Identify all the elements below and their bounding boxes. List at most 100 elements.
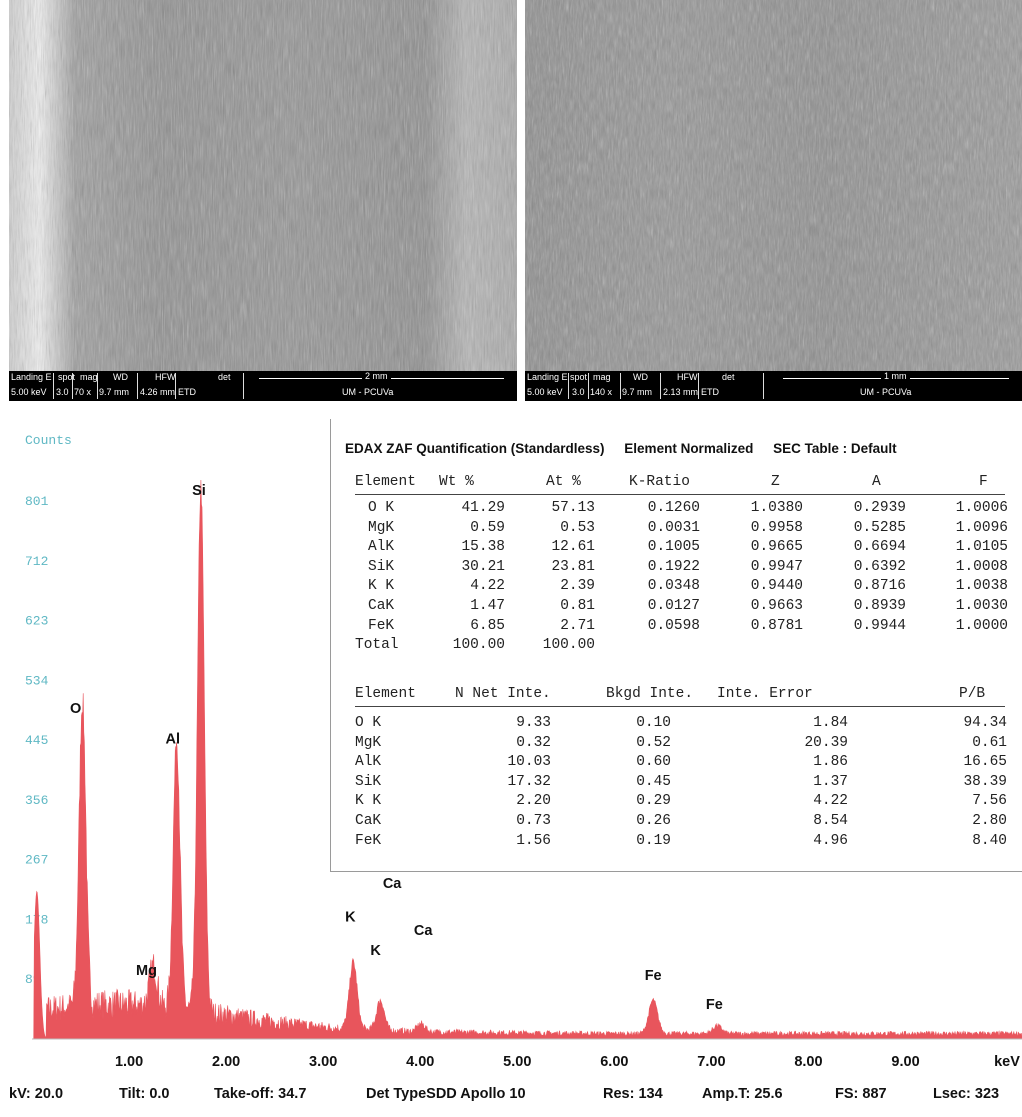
table2-header: Element	[355, 686, 416, 702]
table2-cell: 0.10	[636, 715, 671, 731]
table1-cell: 0.8716	[853, 578, 906, 595]
table1-cell: 1.0038	[955, 578, 1008, 595]
peak-label-si: Si	[192, 483, 206, 499]
table1-cell: 0.1260	[647, 500, 700, 516]
table2-cell: 8.54	[813, 813, 848, 829]
acquisition-footer: kV: 20.0 Tilt: 0.0 Take-off: 34.7 Det TypeS…	[9, 1080, 1022, 1110]
table2-cell: 94.34	[963, 715, 1007, 731]
table2-cell: 1.37	[813, 773, 848, 790]
info-value: 70 x	[74, 387, 92, 397]
table1-cell: 0.9944	[853, 617, 906, 634]
peak-label-k: K	[345, 909, 356, 925]
sem-info-bar-right: Landing E spot mag WD HFW det 5.00 keV 3…	[525, 371, 1022, 401]
table1-header: Element	[355, 474, 416, 490]
table1-cell: 0.1005	[647, 539, 700, 556]
table2-cell: 8.40	[972, 832, 1007, 849]
table1-cell: 1.0006	[955, 500, 1008, 516]
sem-texture-right	[525, 0, 1022, 371]
quant-title-normalized: Element Normalized	[624, 441, 754, 456]
table1-header: Z	[771, 474, 780, 490]
peak-label-mg: Mg	[136, 963, 157, 979]
table1-cell: 0.0127	[647, 598, 700, 614]
peak-label-fe: Fe	[645, 968, 662, 984]
table1-total-cell: 100.00	[542, 637, 595, 654]
table1-header: At %	[546, 474, 581, 490]
table2-cell: 0.61	[972, 734, 1007, 751]
table2-element: K K	[355, 793, 382, 810]
table1-cell: 0.53	[560, 519, 595, 536]
peak-label-ca: Ca	[383, 876, 402, 892]
table2-cell: 1.56	[516, 832, 551, 849]
table1-cell: 0.5285	[853, 519, 906, 536]
table1-header-rule	[355, 494, 1005, 495]
info-value: 5.00 keV	[527, 387, 563, 397]
table2-element: AlK	[355, 754, 382, 771]
table2-cell: 17.32	[507, 773, 551, 790]
sem-info-bar-left: Landing E spot mag WD HFW det 5.00 keV 3…	[9, 371, 517, 401]
table1-cell: 0.0598	[647, 617, 700, 634]
info-label: det	[722, 372, 735, 382]
table1-element: FeK	[368, 617, 395, 634]
info-label: mag	[593, 372, 611, 382]
info-value: ETD	[178, 387, 196, 397]
table1-element: K K	[368, 578, 395, 595]
table2-cell: 0.19	[636, 832, 671, 849]
table1-element: O K	[368, 500, 395, 516]
sem-image-left: Landing E spot mag WD HFW det 5.00 keV 3…	[9, 0, 517, 401]
peak-label-ca: Ca	[414, 923, 433, 939]
table1-cell: 57.13	[551, 500, 595, 516]
table1-element: AlK	[368, 539, 395, 556]
table1-cell: 1.0008	[955, 558, 1008, 575]
table1-element: MgK	[368, 519, 395, 536]
eds-panel: Counts891782673564455346237128011.002.00…	[9, 411, 1022, 1117]
info-value: 9.7 mm	[99, 387, 130, 397]
table1-cell: 1.0380	[750, 500, 803, 516]
table1-cell: 0.59	[470, 519, 505, 536]
peak-label-k: K	[370, 943, 381, 959]
footer-param: Take-off: 34.7	[214, 1086, 307, 1102]
table1-cell: 0.9958	[750, 519, 803, 536]
footer-param: Det TypeSDD Apollo 10	[366, 1086, 526, 1102]
table1-cell: 0.9663	[750, 598, 803, 614]
y-tick-label: 712	[25, 554, 48, 569]
table1-cell: 0.8939	[853, 598, 906, 614]
quant-title: EDAX ZAF Quantification (Standardless) E…	[345, 441, 913, 456]
table1-cell: 41.29	[461, 500, 505, 516]
footer-param: Res: 134	[603, 1086, 663, 1102]
scale-label: 1 mm	[881, 371, 910, 381]
x-tick-label: 2.00	[212, 1054, 240, 1070]
table2-header-rule	[355, 706, 1005, 707]
info-value: 140 x	[590, 387, 613, 397]
info-label: HFW	[677, 372, 698, 382]
info-label: det	[218, 372, 231, 382]
table2-cell: 9.33	[516, 715, 551, 731]
table2-cell: 0.73	[516, 813, 551, 829]
table1-total-label: Total	[355, 637, 399, 654]
table1-cell: 1.0105	[955, 539, 1008, 556]
table1-element: SiK	[368, 558, 395, 575]
footer-param: Tilt: 0.0	[119, 1086, 170, 1102]
table1-header: F	[979, 474, 988, 490]
y-tick-label: 623	[25, 614, 48, 629]
table1-cell: 0.0348	[647, 578, 700, 595]
peak-label-o: O	[70, 701, 81, 717]
table2-cell: 1.86	[813, 754, 848, 771]
info-label: WD	[633, 372, 648, 382]
quant-title-sec-table: SEC Table : Default	[773, 441, 897, 456]
info-value: 3.0	[572, 387, 585, 397]
x-tick-label: 5.00	[503, 1054, 531, 1070]
table2-element: MgK	[355, 734, 382, 751]
table2-element: FeK	[355, 832, 382, 849]
table2-element: SiK	[355, 773, 382, 790]
peak-label-al: Al	[165, 731, 180, 747]
table1-total-cell: 100.00	[452, 637, 505, 654]
info-value: 5.00 keV	[11, 387, 47, 397]
table1-header: A	[872, 474, 881, 490]
table1-element: CaK	[368, 598, 395, 614]
table2-header: Inte. Error	[717, 686, 813, 702]
info-label: Landing E	[11, 372, 52, 382]
table2-cell: 0.29	[636, 793, 671, 810]
footer-param: kV: 20.0	[9, 1086, 64, 1102]
sem-texture-left	[9, 0, 517, 371]
table1-cell: 0.9665	[750, 539, 803, 556]
